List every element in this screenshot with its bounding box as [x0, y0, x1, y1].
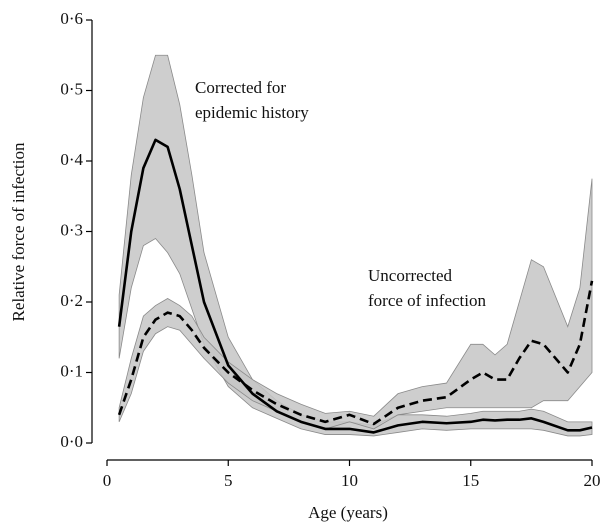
confidence-band	[118, 178, 593, 430]
y-axis-label: Relative force of infection	[9, 142, 28, 321]
y-tick-label: 0·1	[60, 361, 83, 380]
series-line	[117, 138, 593, 434]
y-tick-label: 0·2	[60, 291, 83, 310]
x-tick-label: 0	[103, 471, 112, 490]
annotation: force of infection	[368, 291, 486, 310]
y-tick-label: 0·6	[60, 9, 83, 28]
y-tick-label: 0·5	[60, 79, 83, 98]
y-tick-label: 0·4	[60, 150, 83, 169]
annotation: Corrected for	[195, 78, 286, 97]
x-tick-label: 10	[341, 471, 358, 490]
y-tick-label: 0·3	[60, 220, 83, 239]
annotation: Uncorrected	[368, 266, 453, 285]
annotation: epidemic history	[195, 103, 309, 122]
x-tick-label: 15	[462, 471, 479, 490]
x-tick-label: 5	[224, 471, 233, 490]
x-tick-label: 20	[584, 471, 601, 490]
series-line	[117, 280, 594, 426]
y-tick-label: 0·0	[60, 432, 83, 451]
x-axis-label: Age (years)	[308, 503, 388, 522]
